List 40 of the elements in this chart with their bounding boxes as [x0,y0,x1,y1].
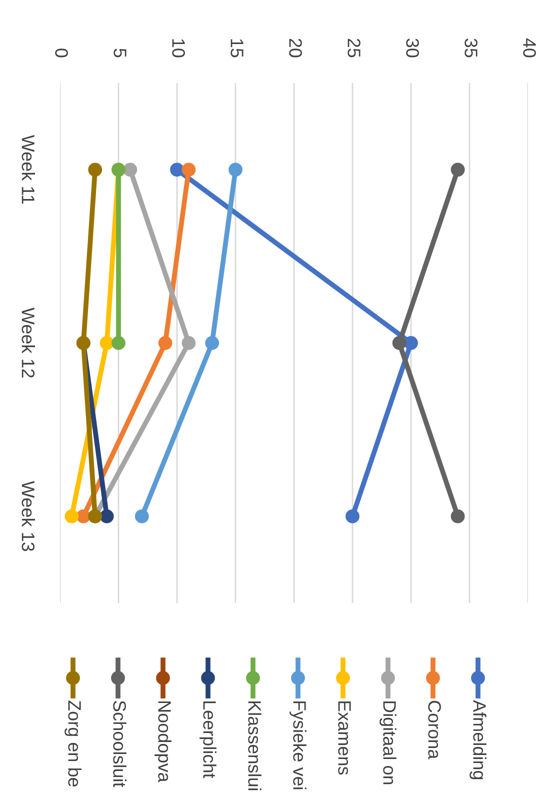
point [392,336,406,350]
legend-label: Schoolsluit [113,700,126,788]
point [182,162,196,177]
x-tick-label: 30 [406,38,419,58]
x-tick-label: 15 [230,39,244,58]
legend-label: Examens [338,701,351,775]
point [158,336,172,350]
legend-label: Noodopva [154,701,172,782]
y-tick-label: Week 12 [22,308,35,378]
point [450,162,465,177]
y-tick-label: Week 13 [22,480,35,552]
point [404,336,418,350]
point [88,162,102,177]
point [450,509,465,524]
point [100,509,114,524]
point [182,336,196,350]
y-tick-label: Week 11 [22,134,35,204]
legend-label: Fysieke vei [290,701,306,790]
point [228,162,242,177]
legend-label: Zorg en be [64,700,82,787]
point [112,336,126,350]
legend-label: Corona [428,700,441,760]
x-tick-label: 10 [172,39,185,58]
x-tick-label: 40 [523,38,536,58]
point [123,162,138,177]
x-tick-label: 35 [464,38,478,58]
point [64,509,79,524]
x-tick-label: 0 [55,48,68,58]
point [170,162,184,177]
legend-label: Klassenslui [248,701,262,790]
legend-label: Leerplicht [200,701,216,778]
x-tick-label: 25 [348,38,360,58]
point [134,509,149,524]
x-tick-label: 20 [289,38,302,58]
legend-label: Digitaal on [380,701,396,784]
point [205,336,220,350]
point [100,336,114,350]
x-tick-label: 5 [114,48,126,58]
legend-label: Afmelding [470,700,486,780]
point [346,509,360,524]
